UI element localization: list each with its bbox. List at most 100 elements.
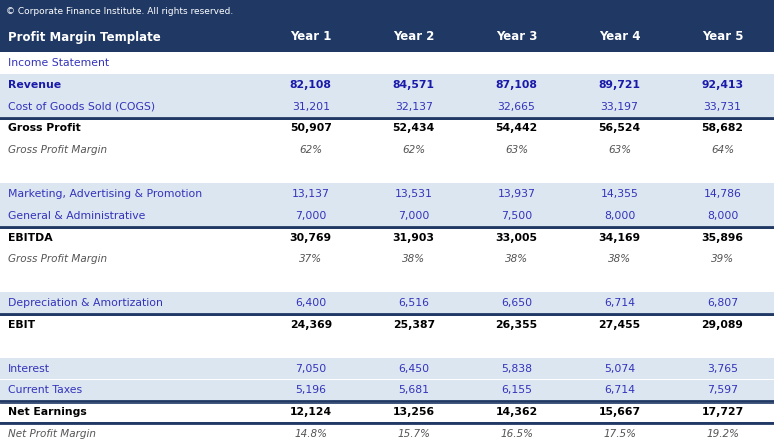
Bar [0, 423, 774, 445]
Text: 54,442: 54,442 [495, 123, 538, 134]
Text: Year 3: Year 3 [496, 31, 537, 44]
Text: 8,000: 8,000 [604, 211, 635, 221]
Bar [0, 248, 774, 270]
Text: 27,455: 27,455 [598, 320, 641, 330]
Text: 6,400: 6,400 [295, 298, 327, 308]
Text: 7,000: 7,000 [398, 211, 430, 221]
Bar [0, 227, 774, 248]
Bar [0, 0, 774, 22]
Text: 30,769: 30,769 [289, 233, 332, 243]
Text: 14,786: 14,786 [704, 189, 741, 199]
Text: 35,896: 35,896 [701, 233, 744, 243]
Bar [0, 74, 774, 96]
Text: Gross Profit Margin: Gross Profit Margin [8, 145, 107, 155]
Text: 34,169: 34,169 [598, 233, 641, 243]
Text: 7,597: 7,597 [707, 385, 738, 396]
Text: 6,516: 6,516 [398, 298, 430, 308]
Text: Interest: Interest [8, 364, 50, 374]
Text: 17,727: 17,727 [701, 407, 744, 417]
Bar [0, 205, 774, 227]
Text: © Corporate Finance Institute. All rights reserved.: © Corporate Finance Institute. All right… [6, 7, 233, 16]
Text: Year 4: Year 4 [599, 31, 640, 44]
Text: 13,256: 13,256 [392, 407, 435, 417]
Text: 14,355: 14,355 [601, 189, 639, 199]
Bar [0, 336, 774, 358]
Bar [0, 270, 774, 292]
Bar [0, 117, 774, 139]
Text: Income Statement: Income Statement [8, 58, 109, 68]
Text: 6,807: 6,807 [707, 298, 738, 308]
Text: 87,108: 87,108 [495, 80, 538, 90]
Text: 58,682: 58,682 [701, 123, 744, 134]
Text: 6,714: 6,714 [604, 385, 635, 396]
Text: 37%: 37% [300, 255, 322, 264]
Text: Gross Profit: Gross Profit [8, 123, 80, 134]
Text: Current Taxes: Current Taxes [8, 385, 82, 396]
Text: 24,369: 24,369 [289, 320, 332, 330]
Text: 7,500: 7,500 [501, 211, 533, 221]
Text: 14.8%: 14.8% [294, 429, 327, 439]
Text: 38%: 38% [505, 255, 528, 264]
Text: 32,665: 32,665 [498, 101, 536, 112]
Text: 89,721: 89,721 [598, 80, 641, 90]
Text: 56,524: 56,524 [598, 123, 641, 134]
Text: Year 1: Year 1 [290, 31, 331, 44]
Text: EBIT: EBIT [8, 320, 35, 330]
Bar [0, 314, 774, 336]
Text: Cost of Goods Sold (COGS): Cost of Goods Sold (COGS) [8, 101, 155, 112]
Text: 6,155: 6,155 [501, 385, 533, 396]
Text: 13,137: 13,137 [292, 189, 330, 199]
Text: 26,355: 26,355 [495, 320, 538, 330]
Bar [0, 358, 774, 380]
Text: 6,450: 6,450 [398, 364, 430, 374]
Text: 38%: 38% [402, 255, 425, 264]
Text: 33,731: 33,731 [704, 101, 741, 112]
Text: 7,050: 7,050 [295, 364, 327, 374]
Text: 6,714: 6,714 [604, 298, 635, 308]
Text: Profit Margin Template: Profit Margin Template [8, 31, 161, 44]
Text: 25,387: 25,387 [392, 320, 435, 330]
Text: General & Administrative: General & Administrative [8, 211, 146, 221]
Bar [0, 292, 774, 314]
Text: 38%: 38% [608, 255, 631, 264]
Bar [0, 22, 774, 52]
Text: Revenue: Revenue [8, 80, 61, 90]
Text: 63%: 63% [505, 145, 528, 155]
Text: Net Earnings: Net Earnings [8, 407, 87, 417]
Text: EBITDA: EBITDA [8, 233, 53, 243]
Text: 32,137: 32,137 [395, 101, 433, 112]
Text: 31,201: 31,201 [292, 101, 330, 112]
Text: 8,000: 8,000 [707, 211, 738, 221]
Text: Depreciation & Amortization: Depreciation & Amortization [8, 298, 163, 308]
Text: Year 2: Year 2 [393, 31, 434, 44]
Text: Gross Profit Margin: Gross Profit Margin [8, 255, 107, 264]
Text: 5,838: 5,838 [501, 364, 533, 374]
Text: 15,667: 15,667 [598, 407, 641, 417]
Text: 13,531: 13,531 [395, 189, 433, 199]
Bar [0, 96, 774, 117]
Text: 17.5%: 17.5% [603, 429, 636, 439]
Text: 5,196: 5,196 [295, 385, 327, 396]
Text: 50,907: 50,907 [289, 123, 332, 134]
Text: 92,413: 92,413 [701, 80, 744, 90]
Bar [0, 161, 774, 183]
Text: 5,074: 5,074 [604, 364, 635, 374]
Text: 19.2%: 19.2% [706, 429, 739, 439]
Text: 63%: 63% [608, 145, 631, 155]
Bar [0, 183, 774, 205]
Text: 12,124: 12,124 [289, 407, 332, 417]
Text: 5,681: 5,681 [398, 385, 430, 396]
Bar [0, 139, 774, 161]
Text: 62%: 62% [300, 145, 322, 155]
Text: Marketing, Advertising & Promotion: Marketing, Advertising & Promotion [8, 189, 202, 199]
Text: 39%: 39% [711, 255, 734, 264]
Text: Year 5: Year 5 [702, 31, 743, 44]
Bar [0, 401, 774, 423]
Text: 15.7%: 15.7% [397, 429, 430, 439]
Text: 33,197: 33,197 [601, 101, 639, 112]
Text: 13,937: 13,937 [498, 189, 536, 199]
Text: 31,903: 31,903 [392, 233, 435, 243]
Text: 64%: 64% [711, 145, 734, 155]
Text: 6,650: 6,650 [501, 298, 533, 308]
Text: 16.5%: 16.5% [500, 429, 533, 439]
